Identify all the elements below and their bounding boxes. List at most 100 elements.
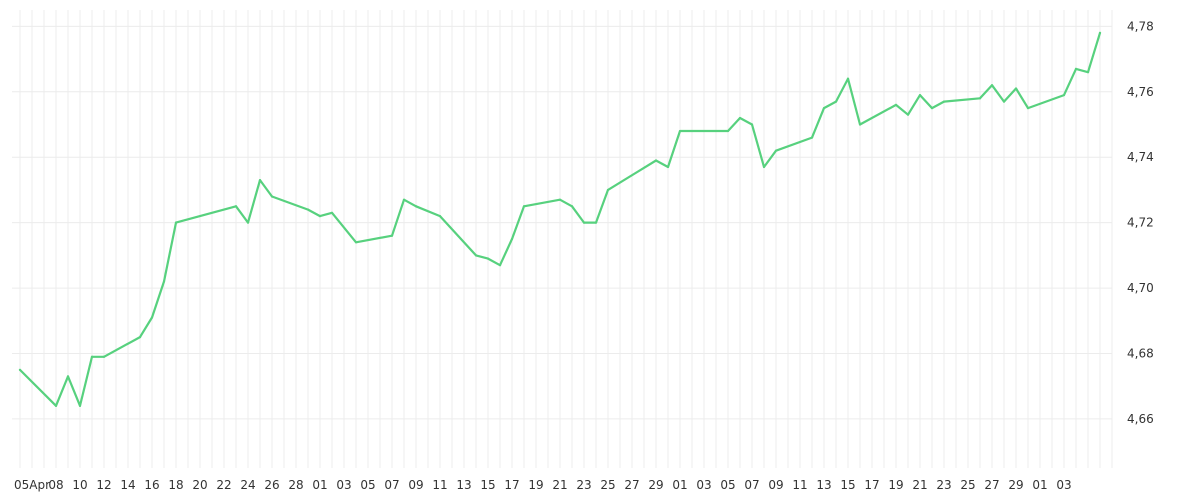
y-tick-label: 4,74: [1127, 150, 1154, 164]
x-tick-label: 19: [888, 478, 903, 492]
x-tick-label: 09: [408, 478, 423, 492]
x-tick-label: 29: [648, 478, 663, 492]
x-tick-label: 13: [456, 478, 471, 492]
x-tick-label: 05: [720, 478, 735, 492]
data-point: [990, 84, 994, 87]
data-point: [1026, 107, 1030, 110]
x-tick-label: 26: [264, 478, 279, 492]
data-point: [726, 129, 730, 133]
x-tick-label: 29: [1008, 478, 1023, 492]
data-point: [270, 195, 274, 198]
data-point: [246, 221, 250, 224]
data-point: [258, 179, 262, 182]
x-tick-label: 03: [696, 478, 711, 492]
data-point: [102, 355, 106, 358]
x-tick-label: 25: [960, 478, 975, 492]
y-axis: 4,66 4,68 4,70 4,72 4,74 4,76 4,78: [1127, 19, 1154, 426]
data-point: [306, 208, 310, 211]
x-tick-label: 21: [912, 478, 927, 492]
data-point: [678, 129, 682, 133]
x-tick-label: 14: [120, 478, 135, 492]
x-tick-label: 24: [240, 478, 255, 492]
data-point: [1062, 93, 1066, 97]
data-point: [822, 107, 826, 110]
data-point: [774, 149, 778, 152]
data-point: [498, 264, 502, 267]
data-point: [894, 103, 898, 106]
data-point: [750, 123, 754, 126]
data-point: [1086, 71, 1090, 74]
x-tick-label: 20: [192, 478, 207, 492]
x-tick-label: 08: [48, 478, 63, 492]
x-tick-label: 21: [552, 478, 567, 492]
x-tick-label: 03: [336, 478, 351, 492]
x-tick-label: 05: [360, 478, 375, 492]
data-point: [474, 254, 478, 257]
data-point: [666, 165, 670, 169]
x-tick-label: 11: [432, 478, 447, 492]
data-point: [234, 205, 238, 208]
data-point: [90, 355, 94, 358]
data-point: [54, 404, 58, 407]
data-point: [138, 336, 142, 339]
x-tick-label: 23: [936, 478, 951, 492]
data-point: [1098, 31, 1102, 34]
x-tick-label: 01: [672, 478, 687, 492]
x-tick-label: 01: [1032, 478, 1047, 492]
x-tick-label: 01: [312, 478, 327, 492]
y-tick-label: 4,70: [1127, 281, 1154, 295]
data-point: [522, 205, 526, 208]
data-point: [810, 136, 814, 139]
data-point: [738, 116, 742, 120]
data-point: [1074, 67, 1078, 70]
data-point: [1014, 87, 1018, 90]
data-point: [438, 215, 442, 218]
y-tick-label: 4,68: [1127, 347, 1154, 361]
data-point: [606, 188, 610, 192]
data-point: [594, 221, 598, 224]
x-tick-label: 18: [168, 478, 183, 492]
x-tick-label: 09: [768, 478, 783, 492]
x-tick-label: 27: [624, 478, 639, 492]
x-tick-label: 10: [72, 478, 87, 492]
data-point: [162, 280, 166, 283]
data-point: [150, 316, 154, 319]
data-point: [858, 123, 862, 126]
data-point: [18, 368, 22, 371]
y-tick-label: 4,76: [1127, 85, 1154, 99]
data-point: [942, 100, 946, 103]
y-tick-label: 4,66: [1127, 412, 1154, 426]
y-tick-label: 4,78: [1127, 19, 1154, 33]
data-point: [930, 107, 934, 110]
data-point: [978, 97, 982, 100]
data-point: [510, 237, 514, 241]
data-point: [846, 77, 850, 80]
data-point: [330, 211, 334, 214]
data-point: [486, 257, 490, 260]
data-point: [318, 215, 322, 218]
x-tick-label: 07: [384, 478, 399, 492]
data-point: [558, 198, 562, 201]
data-point: [78, 404, 82, 407]
data-point: [918, 93, 922, 97]
data-point: [762, 165, 766, 169]
x-tick-label: 05Apr: [14, 478, 50, 492]
x-tick-label: 16: [144, 478, 159, 492]
data-point: [354, 241, 358, 244]
x-tick-label: 27: [984, 478, 999, 492]
x-tick-label: 22: [216, 478, 231, 492]
x-tick-label: 15: [840, 478, 855, 492]
x-tick-label: 12: [96, 478, 111, 492]
data-point: [390, 234, 394, 237]
x-tick-label: 13: [816, 478, 831, 492]
x-tick-label: 03: [1056, 478, 1071, 492]
y-tick-label: 4,72: [1127, 216, 1154, 230]
chart-series: [18, 31, 1102, 407]
x-tick-label: 23: [576, 478, 591, 492]
x-tick-label: 19: [528, 478, 543, 492]
data-point: [834, 100, 838, 103]
data-point: [570, 205, 574, 208]
data-point: [582, 221, 586, 224]
